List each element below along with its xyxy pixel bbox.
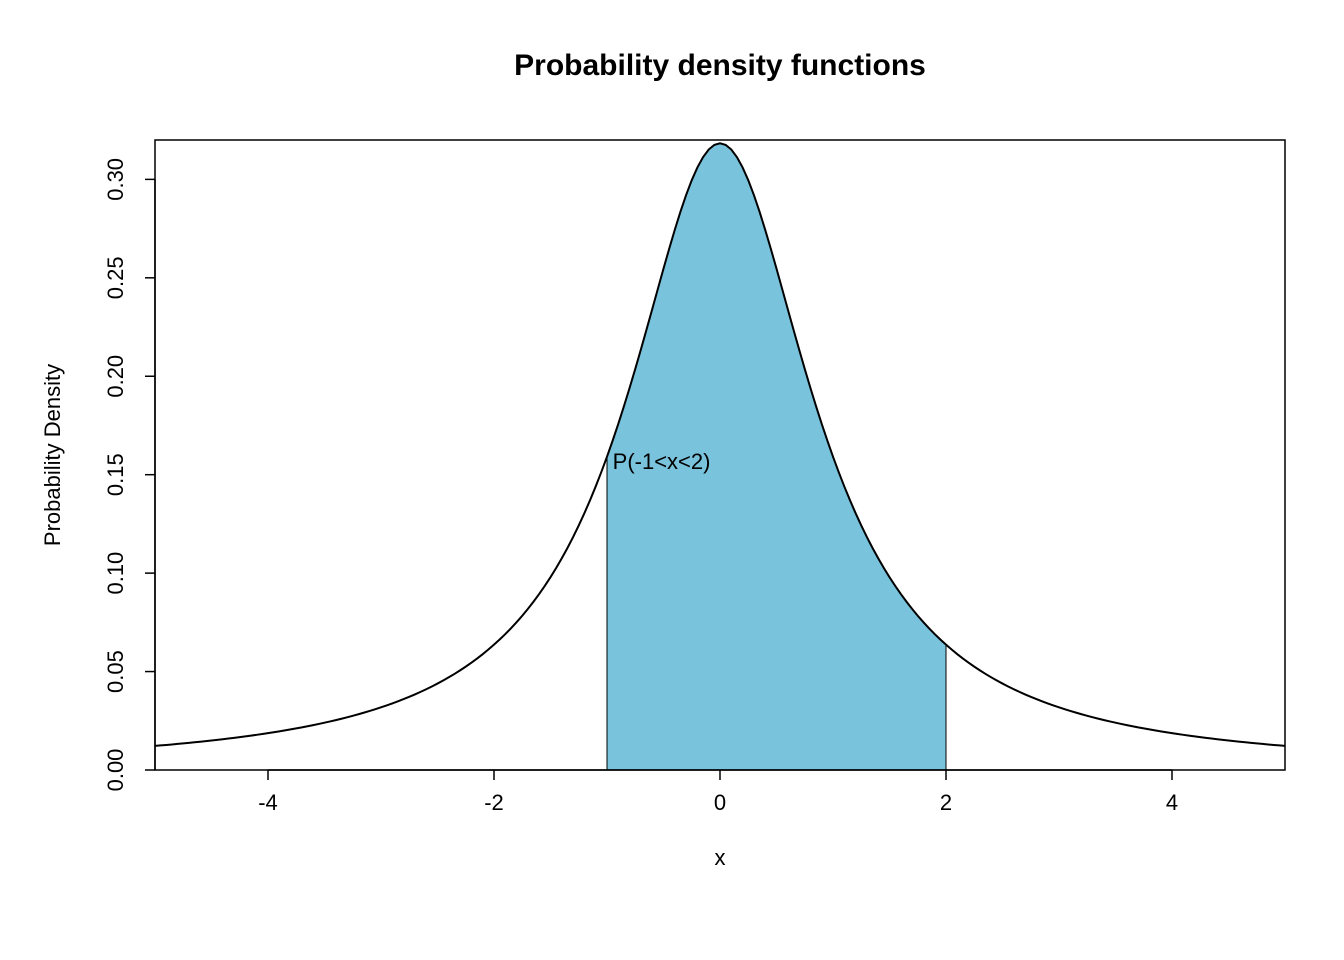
x-tick-label: -4 xyxy=(258,790,278,815)
density-chart: Probability density functions -4 -2 0 2 4 x 0.0… xyxy=(0,0,1344,960)
annotation-text: P(-1<x<2) xyxy=(613,449,711,474)
y-tick-label: 0.15 xyxy=(103,453,128,496)
y-axis-label: Probability Density xyxy=(40,364,65,546)
x-tick-label: -2 xyxy=(484,790,504,815)
y-tick-label: 0.20 xyxy=(103,355,128,398)
y-tick-label: 0.25 xyxy=(103,256,128,299)
chart-title: Probability density functions xyxy=(514,49,926,82)
x-axis-label: x xyxy=(715,845,726,870)
chart-container: Probability density functions -4 -2 0 2 4 x 0.0… xyxy=(0,0,1344,960)
y-tick-label: 0.00 xyxy=(103,749,128,792)
y-tick-label: 0.05 xyxy=(103,650,128,693)
y-tick-label: 0.10 xyxy=(103,552,128,595)
y-tick-label: 0.30 xyxy=(103,158,128,201)
x-tick-label: 2 xyxy=(940,790,952,815)
x-tick-label: 0 xyxy=(714,790,726,815)
x-tick-label: 4 xyxy=(1166,790,1178,815)
